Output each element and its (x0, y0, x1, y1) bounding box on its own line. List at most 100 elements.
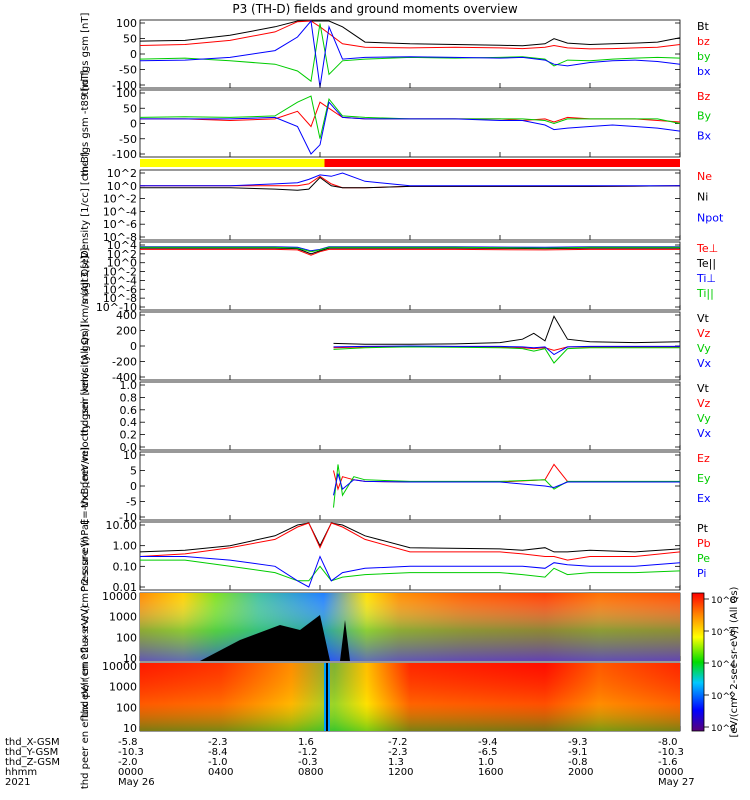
series-Ti|| (140, 246, 680, 253)
series-Ey (333, 464, 680, 508)
panel-temperature: 10^410^210^010^-210^-410^-610^-810^-10 ma… (80, 239, 718, 314)
ytick-label: 10 (123, 722, 137, 735)
ytick-label: 10^4 (107, 239, 137, 252)
xaxis-value: 0000 (118, 767, 143, 778)
ylabel-peir_eflux: thd peir en eflux eV/ (cm^2-s-sr-eV) (80, 536, 91, 717)
xaxis-value: -10.3 (118, 747, 144, 758)
ytick-label: 0 (130, 48, 137, 61)
ylabel-temperature: magt3 [eV] (80, 248, 91, 305)
colorbar-tick: 10^6 (711, 628, 736, 638)
ytick-label: 10^-8 (103, 231, 137, 244)
ytick-label: 10^-4 (103, 205, 137, 218)
xaxis-value: -8.4 (208, 747, 228, 758)
legend-By: By (697, 110, 712, 123)
ytick-label: 0 (130, 118, 137, 131)
ytick-label: -50 (119, 133, 137, 146)
legend-Ni: Ni (697, 191, 708, 204)
series-Bx (140, 101, 681, 155)
legend-bz: bz (697, 35, 710, 48)
legend-Ey: Ey (697, 472, 711, 485)
legend-Ne: Ne (697, 170, 712, 183)
ytick-label: 400 (116, 309, 137, 322)
series-Pe (140, 559, 681, 582)
ytick-label: 0.4 (120, 416, 138, 429)
ylabel-density: Density [1/cc] [cm-3] (80, 152, 91, 258)
series-By (139, 95, 681, 139)
ytick-label: -200 (112, 356, 137, 369)
xaxis-value: -1.6 (658, 757, 678, 768)
legend-Bz: Bz (697, 90, 711, 103)
series-Ni (140, 176, 681, 191)
ytick-label: 1000 (109, 611, 137, 624)
ytick-label: 10^-8 (103, 292, 137, 305)
panel-pressure: 10.00 1.00 0.10 0.01 Pressure [nPa] Pt Pb Pe Pi (80, 519, 711, 594)
colorbar-tick: 10^4 (711, 660, 736, 670)
series-Te⊥ (140, 248, 680, 256)
ytick-label: 10 (123, 652, 137, 665)
legend-Vt: Vt (697, 312, 710, 325)
legend-Vy: Vy (697, 342, 711, 355)
panel-region_bar (140, 159, 680, 167)
ytick-label: 10^-6 (103, 283, 137, 296)
xaxis-value: May 26 (118, 777, 155, 788)
xaxis-value: 0000 (658, 767, 683, 778)
legend-Pi: Pi (697, 567, 706, 580)
legend-Vx: Vx (697, 427, 712, 440)
series-Ex (333, 473, 680, 496)
ytick-label: 10^-4 (103, 274, 137, 287)
series-Te|| (140, 247, 680, 255)
ylabel-peir_velocity: thd peir velocity gsm [km/s (All Qs)] (80, 256, 91, 437)
legend-Te⊥: Te⊥ (696, 242, 718, 255)
xaxis-value: 1.6 (298, 737, 314, 748)
xaxis-value: -2.0 (118, 757, 138, 768)
ytick-label: 10000 (102, 590, 137, 603)
xaxis-row-label: thd_X-GSM (5, 737, 60, 748)
series-by (139, 23, 681, 83)
ytick-label: 200 (116, 325, 137, 338)
ytick-label: 10^2 (107, 248, 137, 261)
legend-Bt: Bt (697, 20, 710, 33)
ytick-label: -400 (112, 371, 137, 384)
ytick-label: 0.8 (120, 391, 138, 404)
panel-frame (139, 19, 681, 89)
ytick-label: 10^-2 (103, 193, 137, 206)
ytick-label: 100 (116, 87, 137, 100)
series-Vt (333, 315, 681, 345)
time-axis: thd_X-GSMthd_Y-GSMthd_Z-GSMhhmm2021-5.8-… (5, 737, 695, 788)
legend-Vz: Vz (697, 327, 711, 340)
ytick-label: 100 (116, 631, 137, 644)
ytick-label: 10^-2 (103, 266, 137, 279)
legend-Pt: Pt (697, 522, 709, 535)
ytick-label: 10^0 (107, 257, 137, 270)
xaxis-value: 2000 (568, 767, 593, 778)
panel-frame (139, 381, 681, 451)
series-Ez (333, 463, 680, 491)
ylabel-pressure: Pressure [nPa] (80, 520, 91, 592)
ytick-label: -10 (119, 511, 137, 524)
ytick-label: 10000 (102, 660, 137, 673)
plot-title: P3 (TH-D) fields and ground moments over… (232, 2, 517, 16)
colorbar: 10^0 10^2 10^4 10^6 10^8 [eV/(cm^2-sec-sr-eV… (691, 586, 740, 737)
xaxis-value: -2.3 (388, 747, 408, 758)
panel-frame (139, 89, 681, 158)
legend-Te||: Te|| (696, 257, 716, 270)
series-Pi (140, 555, 681, 588)
ylabel-e_field: E=-VxB [mV/m] (80, 447, 91, 525)
legend-Vt: Vt (697, 382, 710, 395)
ytick-label: 0.2 (120, 429, 138, 442)
xaxis-value: -9.1 (568, 747, 588, 758)
series-Vx (333, 345, 680, 356)
legend-Vz: Vz (697, 397, 711, 410)
xaxis-value: -9.4 (478, 737, 498, 748)
xaxis-value: -8.0 (658, 737, 678, 748)
xaxis-value: -9.3 (568, 737, 588, 748)
panel-e_field: 10 5 0 -5 -10 E=-VxB [mV/m] Ez Ey Ex (80, 447, 711, 525)
legend-Vy: Vy (697, 412, 711, 425)
panel-frame (139, 169, 681, 241)
legend-Bx: Bx (697, 129, 712, 142)
series-Pt (139, 522, 681, 553)
xaxis-value: 1.3 (388, 757, 404, 768)
ytick-label: -100 (112, 79, 137, 92)
panel-fgs_gsm_t89: 100 50 0 -50 -100 thd fgs gsm -t89 [nT] Bz By Bx (80, 70, 712, 176)
ylabel-peer_velocity: thd peer velocity gsm [km/s (All Qs)] (80, 324, 91, 508)
